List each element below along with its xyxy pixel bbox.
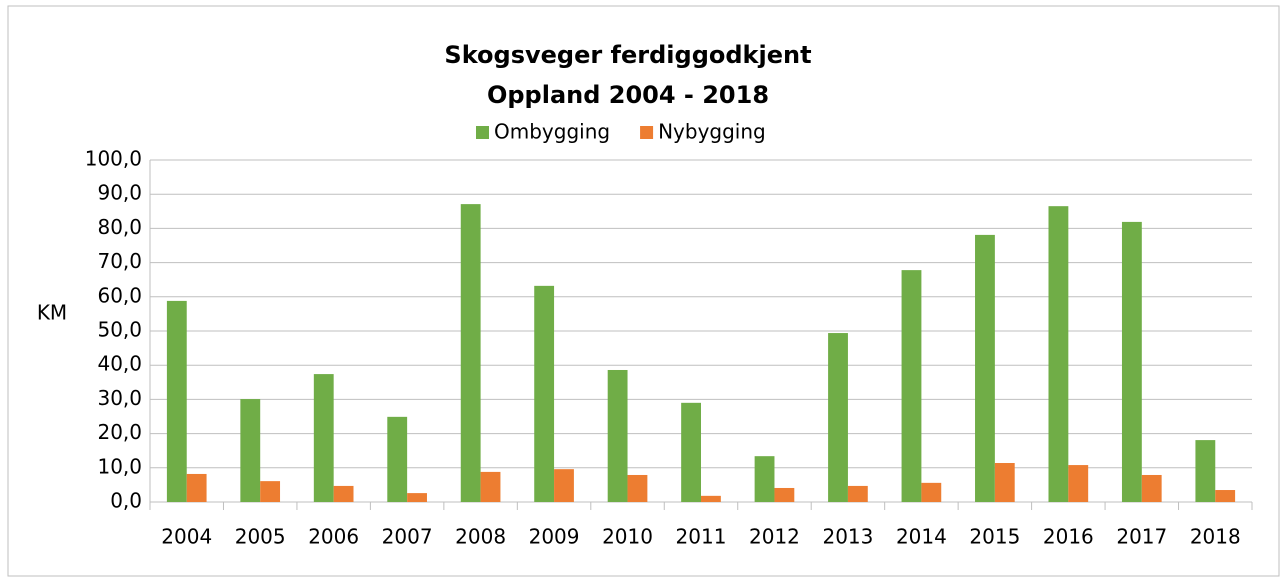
bar <box>407 493 427 502</box>
bar <box>681 402 701 502</box>
y-tick-label: 50,0 <box>97 318 142 342</box>
bar <box>607 369 628 502</box>
bar <box>701 495 721 502</box>
bar <box>260 481 281 502</box>
bar <box>1141 474 1162 502</box>
bar <box>1068 465 1089 502</box>
bar <box>554 469 574 502</box>
x-tick-label: 2011 <box>676 525 727 549</box>
legend-swatch <box>476 126 489 139</box>
chart-subtitle: Oppland 2004 - 2018 <box>487 81 769 109</box>
x-tick-label: 2007 <box>382 525 433 549</box>
y-tick-label: 60,0 <box>97 283 142 307</box>
y-tick-label: 90,0 <box>97 181 142 205</box>
x-tick-label: 2013 <box>822 525 873 549</box>
chart-title: Skogsveger ferdiggodkjent <box>444 41 811 69</box>
bar <box>313 374 334 502</box>
bar <box>1215 490 1236 502</box>
bar <box>921 482 942 502</box>
x-tick-label: 2010 <box>602 525 653 549</box>
x-tick-label: 2012 <box>749 525 800 549</box>
legend-label: Ombygging <box>494 120 610 144</box>
x-tick-label: 2005 <box>235 525 286 549</box>
x-tick-label: 2016 <box>1043 525 1094 549</box>
bar <box>901 270 922 502</box>
x-tick-label: 2014 <box>896 525 947 549</box>
legend-label: Nybygging <box>658 120 766 144</box>
y-tick-label: 80,0 <box>97 215 142 239</box>
x-tick-label: 2018 <box>1190 525 1241 549</box>
bar <box>627 474 648 502</box>
bar <box>1195 440 1216 502</box>
bar <box>387 416 408 502</box>
legend-swatch <box>640 126 654 139</box>
bar <box>480 471 501 502</box>
bar <box>1048 206 1069 503</box>
bar <box>994 463 1015 502</box>
bar <box>333 485 354 502</box>
y-tick-label: 20,0 <box>97 420 142 444</box>
bar <box>186 473 207 502</box>
y-tick-label: 40,0 <box>97 352 142 376</box>
x-tick-label: 2008 <box>455 525 506 549</box>
bar <box>460 204 481 503</box>
bar <box>975 234 995 502</box>
bar <box>534 285 555 502</box>
bar <box>754 456 775 502</box>
bar <box>828 333 848 502</box>
y-tick-label: 10,0 <box>97 454 142 478</box>
y-tick-label: 30,0 <box>97 386 142 410</box>
x-tick-label: 2015 <box>969 525 1020 549</box>
x-tick-label: 2004 <box>161 525 212 549</box>
bar <box>1121 221 1142 503</box>
y-tick-label: 0,0 <box>110 489 142 513</box>
bar <box>166 300 187 502</box>
bar <box>847 485 868 502</box>
y-tick-label: 100,0 <box>85 147 142 171</box>
y-axis-label: KM <box>37 301 67 325</box>
x-tick-label: 2009 <box>529 525 580 549</box>
x-tick-label: 2017 <box>1116 525 1167 549</box>
bar <box>774 487 795 502</box>
x-tick-label: 2006 <box>308 525 359 549</box>
bar <box>240 399 261 502</box>
y-tick-label: 70,0 <box>97 249 142 273</box>
